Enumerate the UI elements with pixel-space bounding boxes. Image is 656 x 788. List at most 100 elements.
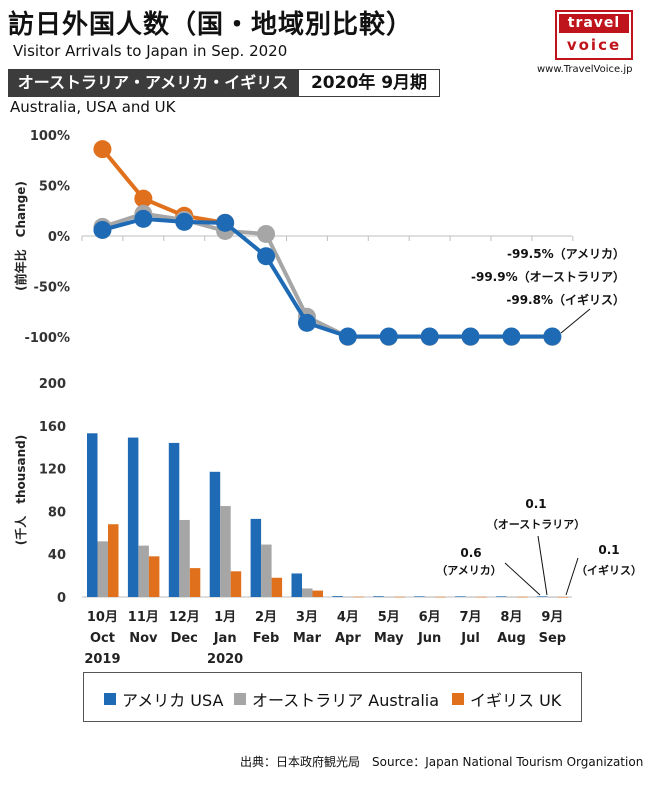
bar-annotation-leader: [565, 557, 579, 596]
source-note: 出典：日本政府観光局 Source：Japan National Tourism…: [240, 755, 644, 769]
bar-x-tick-month: 5月: [378, 610, 400, 625]
bar-x-tick-en: May: [374, 631, 404, 646]
bar-australia: [220, 506, 231, 597]
bar-australia: [383, 596, 395, 598]
bar-usa: [250, 518, 262, 597]
logo-text-top: travel: [559, 14, 629, 33]
line-point-usa: [379, 327, 398, 346]
line-end-annotation: -99.9%（オーストラリア）: [471, 269, 625, 284]
bar-x-tick-month: 3月: [296, 610, 318, 625]
bar-x-tick-year: 2019: [84, 652, 120, 667]
bar-x-tick-en: Apr: [335, 631, 361, 646]
bar-australia: [261, 544, 272, 597]
line-y-tick-label: -100%: [24, 331, 70, 346]
bar-annotation-leader: [537, 535, 548, 596]
bar-x-tick-en: Jun: [417, 631, 441, 646]
legend: アメリカ USA オーストラリア Australia イギリス UK: [83, 672, 582, 722]
bar-x-tick-month: 7月: [460, 610, 482, 625]
chart-subtitle: Visitor Arrivals to Japan in Sep. 2020: [13, 42, 288, 60]
bar-uk: [394, 596, 405, 598]
bar-usa: [291, 573, 302, 597]
bar-annotation-value: 0.1: [525, 497, 546, 511]
bar-x-tick-month: 4月: [337, 610, 359, 625]
legend-item-australia: オーストラリア Australia: [234, 687, 439, 711]
bar-usa: [87, 433, 98, 597]
line-y-tick-label: -50%: [33, 281, 70, 296]
legend-swatch-usa: [104, 693, 116, 705]
bar-x-tick-year: 2020: [207, 652, 243, 667]
line-point-uk: [134, 189, 153, 208]
bar-uk: [353, 596, 364, 598]
bar-uk: [108, 524, 119, 597]
line-series-uk: [100, 147, 226, 225]
line-point-usa: [461, 327, 480, 346]
bar-uk: [230, 571, 242, 597]
line-y-tick-label: 100%: [30, 129, 70, 144]
line-annotation-leader: [560, 308, 591, 334]
line-point-usa: [297, 313, 316, 332]
bar-x-tick-en: Sep: [539, 631, 567, 646]
bar-y-tick-label: 160: [39, 420, 66, 435]
chart-title: 訪日外国人数（国・地域別比較）: [8, 10, 414, 40]
bar-annotation-value: 0.6: [460, 546, 481, 560]
bar-australia: [138, 545, 149, 597]
bar-x-tick-month: 11月: [128, 610, 159, 625]
legend-label-uk: イギリス UK: [470, 691, 562, 710]
bar-australia: [547, 596, 558, 598]
line-point-usa: [134, 209, 153, 228]
bar-uk: [148, 556, 160, 597]
bar-y-axis-label: (千人 thousand): [13, 435, 28, 545]
bar-x-tick-en: Nov: [129, 631, 158, 646]
legend-label-australia: オーストラリア Australia: [252, 691, 440, 710]
line-end-annotation: -99.5%（アメリカ）: [507, 246, 625, 261]
bar-x-tick-en: Mar: [293, 631, 322, 646]
bar-x-tick-month: 2月: [255, 610, 277, 625]
bar-australia: [424, 596, 436, 598]
bar-australia: [465, 596, 477, 598]
bar-usa: [536, 596, 548, 597]
bar-australia: [302, 588, 313, 597]
logo-text-bottom: voice: [566, 36, 622, 54]
bar-x-tick-month: 12月: [169, 610, 200, 625]
bar-x-tick-month: 9月: [541, 610, 563, 625]
bar-uk: [189, 568, 201, 597]
region-label: Australia, USA and UK: [10, 98, 176, 116]
bar-y-tick-label: 80: [48, 505, 66, 520]
bar-annotation-leader: [504, 562, 541, 596]
website-url: www.TravelVoice.jp: [537, 64, 633, 75]
bar-usa: [496, 596, 507, 597]
line-point-usa: [502, 327, 521, 346]
line-point-usa: [257, 247, 276, 266]
line-point-australia: [257, 224, 276, 243]
bar-annotation-label: （アメリカ）: [436, 564, 501, 577]
bar-annotation-label: （オーストラリア）: [487, 518, 585, 531]
bar-uk: [476, 596, 487, 598]
legend-label-usa: アメリカ USA: [122, 691, 224, 710]
line-point-usa: [543, 327, 562, 346]
legend-swatch-uk: [452, 693, 464, 705]
bar-usa: [455, 596, 466, 597]
bar-uk: [312, 590, 323, 597]
line-end-annotation: -99.8%（イギリス）: [506, 292, 625, 307]
bar-x-tick-en: Dec: [171, 631, 198, 646]
bar-annotation-label: （イギリス）: [576, 563, 642, 577]
bar-y-tick-label: 0: [57, 591, 66, 606]
bar-annotation-value: 0.1: [598, 543, 619, 557]
bar-uk: [435, 596, 446, 598]
line-point-usa: [216, 213, 235, 232]
bar-y-tick-label: 200: [39, 377, 66, 392]
bar-y-tick-label: 120: [39, 463, 66, 478]
bar-australia: [179, 519, 190, 597]
line-point-usa: [93, 220, 112, 239]
bar-usa: [332, 596, 343, 597]
bar-x-tick-en: Jul: [460, 631, 480, 646]
line-point-uk: [93, 140, 112, 159]
legend-item-uk: イギリス UK: [452, 687, 561, 711]
legend-swatch-australia: [234, 693, 246, 705]
bar-x-tick-month: 10月: [87, 610, 118, 625]
line-point-usa: [338, 327, 357, 346]
bar-y-tick-label: 40: [48, 548, 66, 563]
bar-australia: [97, 541, 108, 597]
bar-x-tick-en: Feb: [253, 631, 279, 646]
